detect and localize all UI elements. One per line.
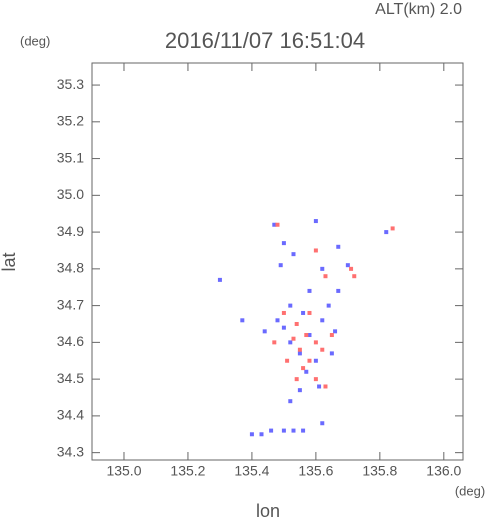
y-tick-label: 35.0 [57,186,84,202]
chart-title: 2016/11/07 16:51:04 [165,28,365,53]
echo-point [240,318,245,323]
echo-point [390,226,395,231]
x-tick-label: 135.4 [234,463,269,479]
x-tick-label: 135.6 [298,463,333,479]
x-unit: (deg) [455,483,485,498]
echo-point [304,333,309,338]
altitude-label: ALT(km) 2.0 [375,1,462,18]
echo-point [352,274,357,279]
echo-point [297,388,302,393]
echo-point [301,310,306,315]
echo-point [307,288,312,293]
x-tick-label: 135.2 [170,463,205,479]
echo-point [297,351,302,356]
echo-point [301,366,306,371]
y-tick-label: 34.4 [57,407,84,423]
y-tick-label: 34.8 [57,260,84,276]
echo-point [272,340,277,345]
echo-point [291,428,296,433]
echo-point [285,358,290,363]
echo-point [336,244,341,249]
y-tick-label: 34.3 [57,443,84,459]
echo-point [294,321,299,326]
y-tick-label: 35.1 [57,149,84,165]
echo-point [262,329,267,334]
echo-point [317,384,322,389]
echo-point [313,358,318,363]
echo-point [323,384,328,389]
echo-point [320,421,325,426]
echo-point [294,377,299,382]
echo-point [301,428,306,433]
y-tick-label: 34.6 [57,333,84,349]
echo-point [281,241,286,246]
echo-point [329,333,334,338]
echo-point [281,310,286,315]
echo-point [307,310,312,315]
x-tick-label: 135.8 [362,463,397,479]
plot-frame [91,62,464,461]
echo-point [259,432,264,437]
echo-point [281,325,286,330]
echo-point [329,351,334,356]
y-tick-label: 34.5 [57,370,84,386]
echo-point [288,340,293,345]
echo-point [345,263,350,268]
x-tick-label: 136.0 [426,463,461,479]
y-tick-label: 34.9 [57,223,84,239]
echo-point [313,219,318,224]
echo-point [269,428,274,433]
echo-point [333,329,338,334]
echo-point [349,266,354,271]
echo-point [304,369,309,374]
y-tick-label: 35.3 [57,76,84,92]
echo-point [320,266,325,271]
echo-point [217,277,222,282]
echo-point [313,340,318,345]
echo-point [278,263,283,268]
y-tick-label: 35.2 [57,113,84,129]
echo-point [281,428,286,433]
echo-point [275,222,280,227]
echo-point [320,318,325,323]
echo-point [384,230,389,235]
echo-point [320,347,325,352]
echo-point [249,432,254,437]
y-tick-label: 34.7 [57,296,84,312]
echo-point [288,303,293,308]
echo-point [336,288,341,293]
x-tick-label: 135.0 [106,463,141,479]
echo-point [291,252,296,257]
echo-point [297,347,302,352]
echo-point [275,318,280,323]
echo-point [291,336,296,341]
echo-point [313,377,318,382]
echo-point [307,358,312,363]
echo-point [313,248,318,253]
y-axis-label: lat [0,252,19,271]
echo-point [326,303,331,308]
y-unit: (deg) [20,33,50,48]
x-axis-label: lon [256,501,280,521]
echo-point [272,222,277,227]
echo-point [288,399,293,404]
echo-point [323,274,328,279]
echo-point [307,333,312,338]
